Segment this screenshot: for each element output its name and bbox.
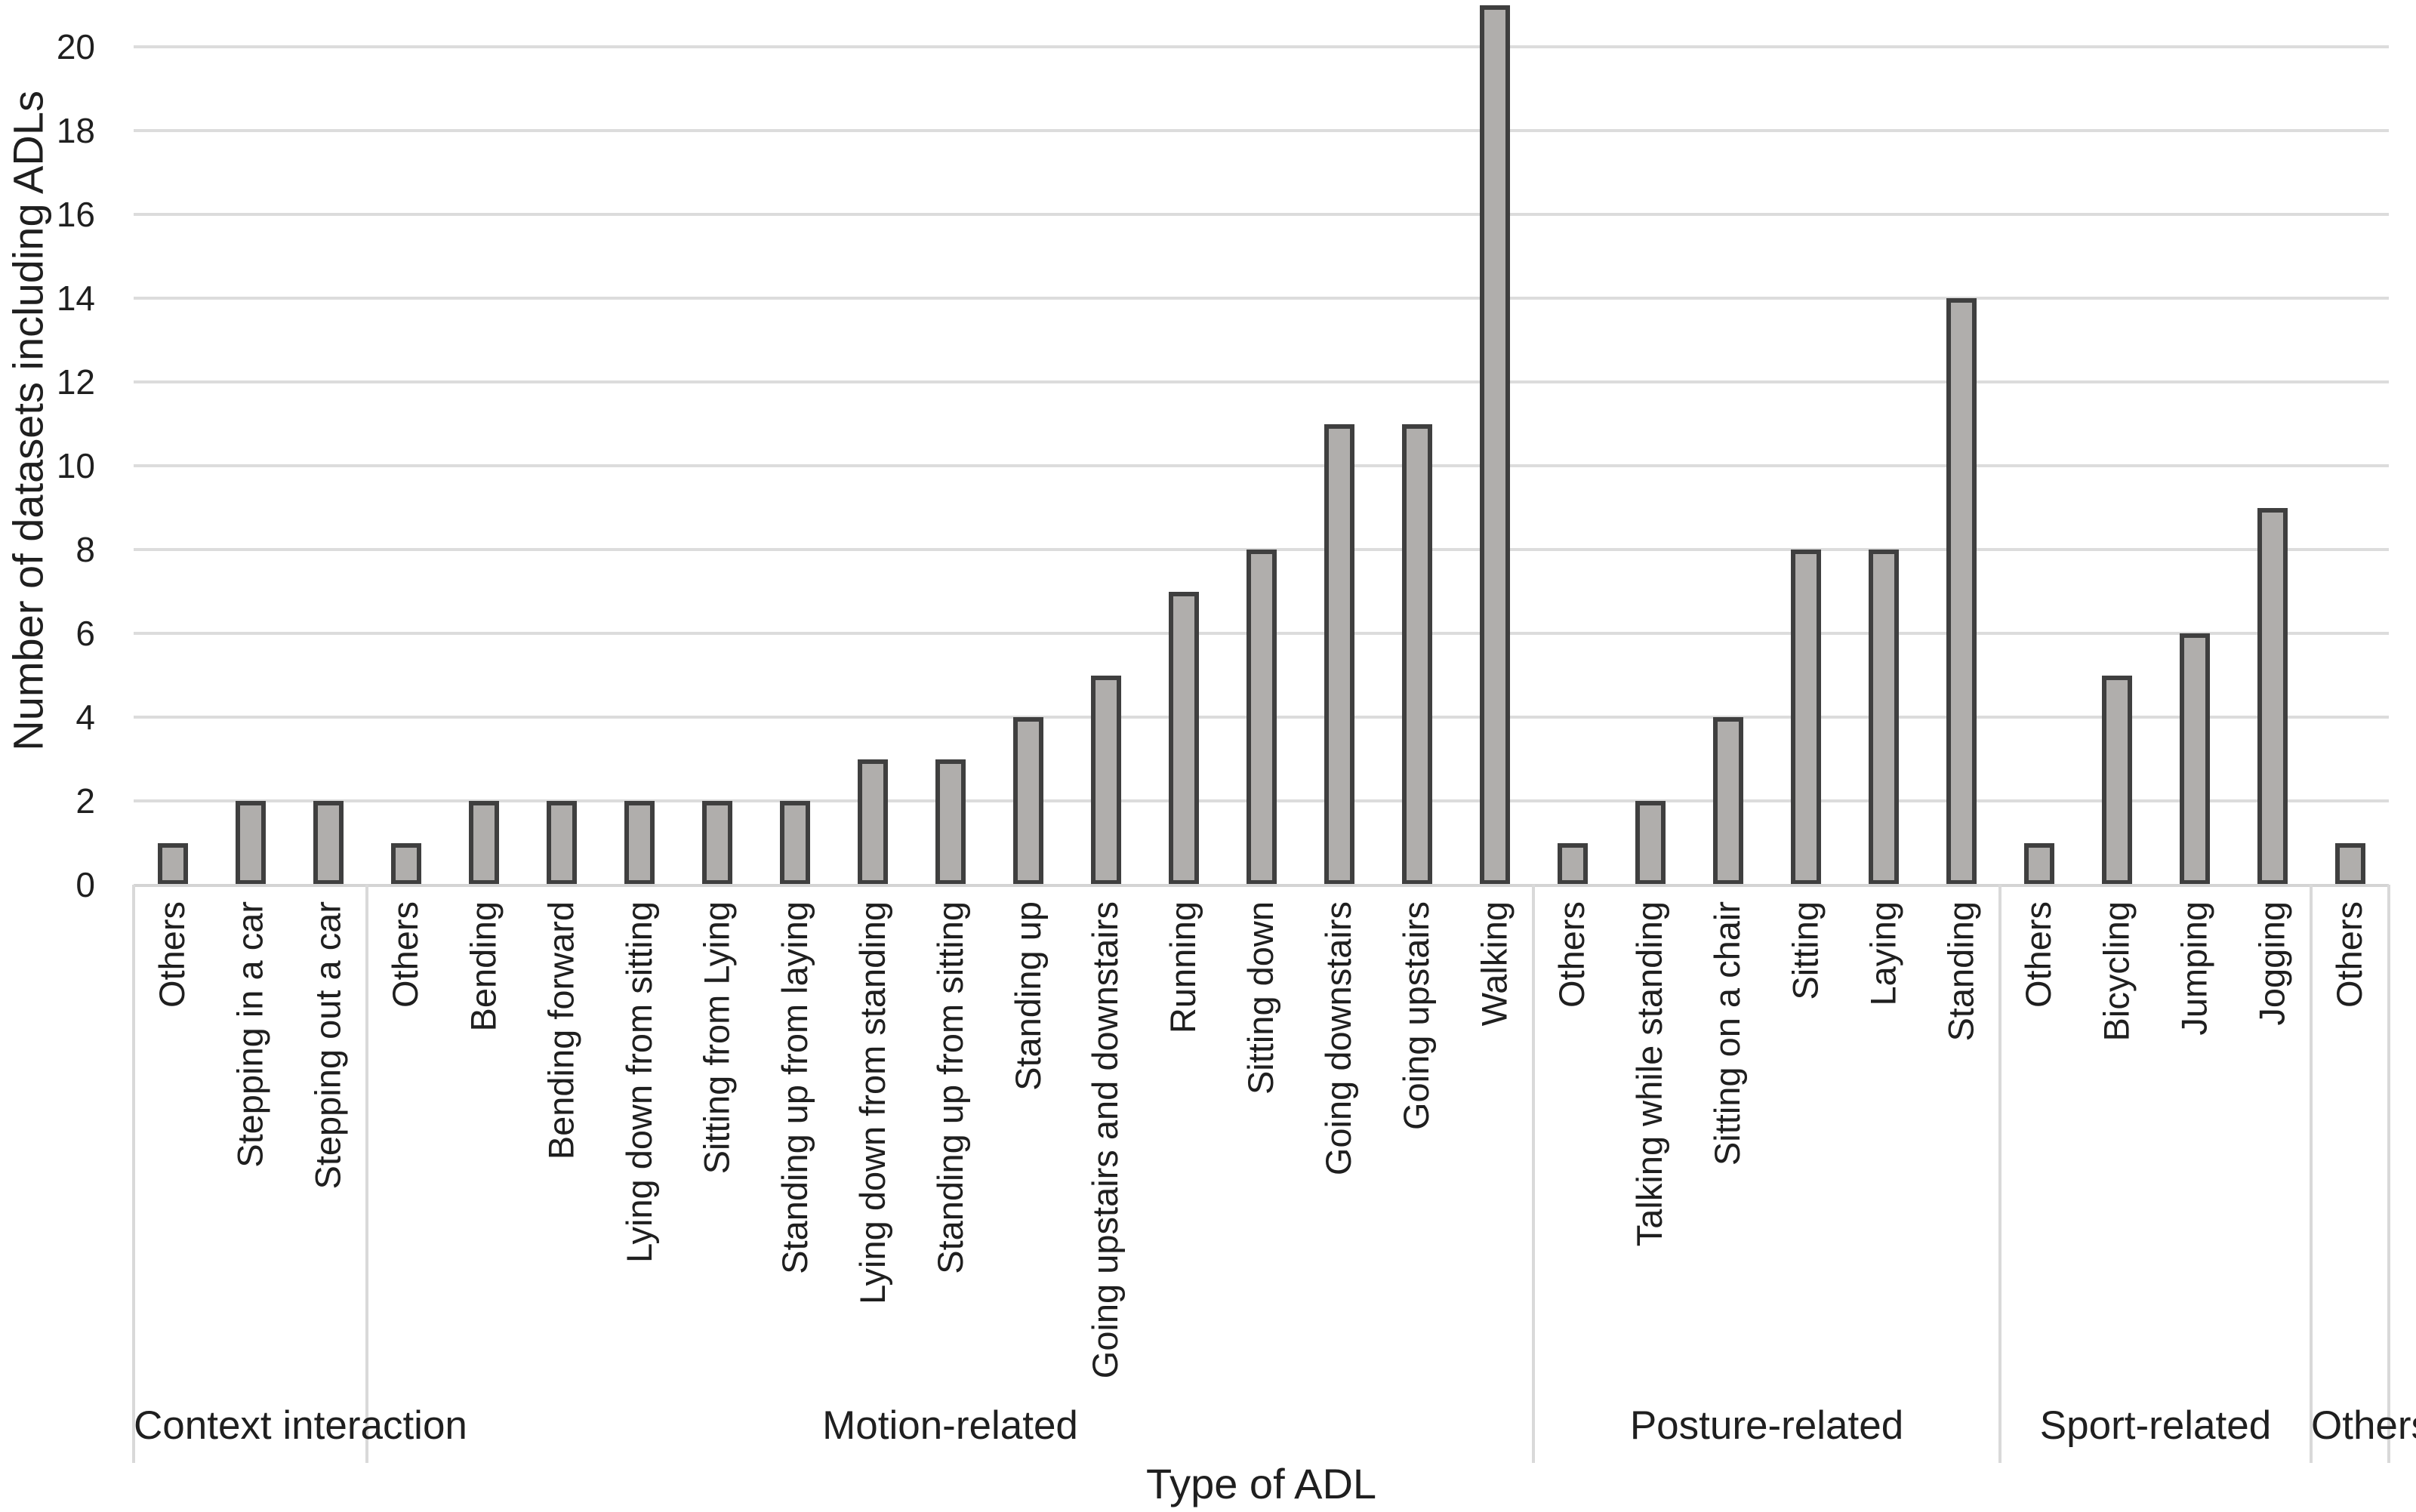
gridline — [134, 213, 2389, 216]
category-label: Bending forward — [541, 901, 581, 1160]
y-tick-label: 4 — [76, 697, 95, 737]
category-label: Walking — [1474, 901, 1515, 1027]
y-tick-label: 14 — [56, 279, 95, 318]
gridline — [134, 380, 2389, 383]
category-label: Standing up from laying — [774, 901, 815, 1274]
category-label: Standing up from sitting — [929, 901, 970, 1274]
x-axis-title: Type of ADL — [1145, 1460, 1377, 1507]
category-label: Lying down from standing — [852, 901, 892, 1304]
category-label: Stepping in a car — [230, 901, 270, 1168]
bar — [157, 842, 188, 885]
bar — [1790, 550, 1821, 885]
bar — [2334, 842, 2365, 885]
category-label: Jogging — [2251, 901, 2292, 1026]
group-separator-line — [2310, 885, 2313, 1463]
category-label: Talking while standing — [1629, 901, 1670, 1247]
category-label: Sitting down — [1240, 901, 1281, 1095]
group-label: Motion-related — [822, 1403, 1078, 1448]
y-tick-label: 2 — [76, 781, 95, 821]
category-label: Sitting — [1785, 901, 1826, 1000]
group-label: Sport-related — [2039, 1403, 2272, 1448]
bar — [1324, 423, 1354, 885]
gridline — [134, 129, 2389, 132]
category-label: Sitting on a chair — [1707, 901, 1748, 1166]
y-tick-label: 10 — [56, 446, 95, 485]
category-label: Laying — [1863, 901, 1903, 1006]
category-label: Going downstairs — [1318, 901, 1359, 1176]
bar — [2023, 842, 2054, 885]
bar — [313, 801, 344, 885]
bar — [1012, 717, 1043, 885]
bar — [1712, 717, 1743, 885]
y-tick-label: 20 — [56, 27, 95, 66]
bar — [235, 801, 266, 885]
bar — [2101, 675, 2132, 885]
category-label: Others — [2329, 901, 2370, 1009]
bar — [1557, 842, 1588, 885]
gridline — [134, 297, 2389, 300]
y-tick-label: 16 — [56, 195, 95, 234]
bar — [1946, 298, 1977, 885]
bar — [1479, 5, 1510, 885]
category-label: Going upstairs and downstairs — [1085, 901, 1126, 1379]
y-tick-label: 6 — [76, 614, 95, 653]
category-label: Standing — [1940, 901, 1981, 1042]
category-label: Others — [1552, 901, 1592, 1009]
y-tick-label: 8 — [76, 530, 95, 569]
category-label: Jumping — [2174, 901, 2214, 1036]
bar — [624, 801, 655, 885]
bar — [857, 759, 888, 885]
category-label: Going upstairs — [1396, 901, 1437, 1131]
x-axis-line — [134, 884, 2389, 887]
bar — [2179, 633, 2210, 885]
category-label: Stepping out a car — [307, 901, 348, 1190]
bar — [1090, 675, 1121, 885]
category-label: Standing up — [1007, 901, 1048, 1091]
group-separator-line — [1998, 885, 2002, 1463]
bar — [1401, 423, 1432, 885]
group-separator-line — [365, 885, 368, 1463]
category-label: Others — [385, 901, 426, 1009]
bar — [1246, 550, 1277, 885]
group-separator-line — [1532, 885, 1535, 1463]
bar — [546, 801, 577, 885]
bar — [935, 759, 966, 885]
group-separator-line — [2387, 885, 2390, 1463]
y-tick-label: 18 — [56, 111, 95, 150]
gridline — [134, 464, 2389, 467]
category-label: Bicycling — [2096, 901, 2137, 1042]
bar — [701, 801, 732, 885]
category-label: Running — [1163, 901, 1203, 1034]
bar — [1635, 801, 1666, 885]
category-label: Sitting from Lying — [696, 901, 737, 1175]
y-tick-label: 12 — [56, 362, 95, 402]
bar — [390, 842, 421, 885]
bar — [468, 801, 499, 885]
group-label: Context interaction — [134, 1403, 467, 1448]
group-separator-line — [132, 885, 135, 1463]
group-label: Others — [2311, 1403, 2416, 1448]
category-label: Others — [2018, 901, 2059, 1009]
bar — [1868, 550, 1899, 885]
bar — [779, 801, 810, 885]
group-label: Posture-related — [1629, 1403, 1904, 1448]
bar — [1168, 591, 1199, 885]
y-tick-label: 0 — [76, 865, 95, 904]
category-label: Others — [152, 901, 193, 1009]
category-label: Bending — [463, 901, 504, 1032]
category-label: Lying down from sitting — [618, 901, 659, 1263]
bar — [2257, 507, 2288, 885]
gridline — [134, 45, 2389, 48]
